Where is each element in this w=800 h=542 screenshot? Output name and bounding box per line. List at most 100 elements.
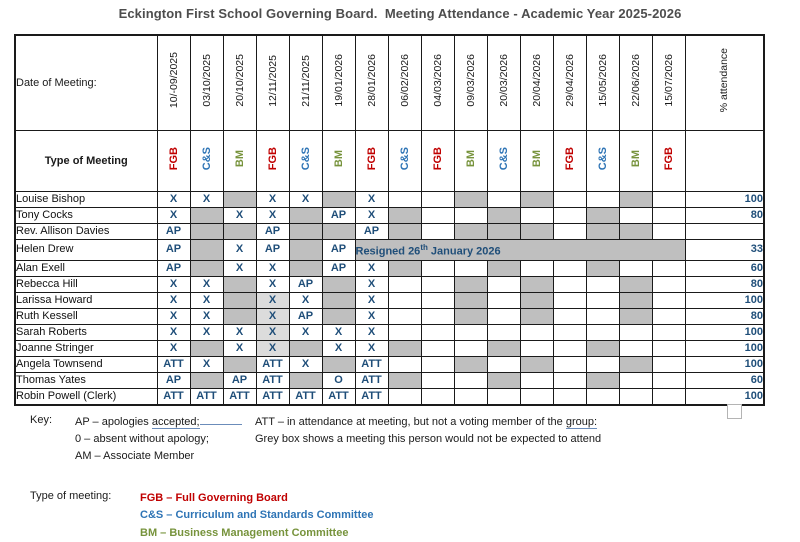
date-header-cell: 04/03/2026 [420, 34, 455, 131]
meeting-type-cell: FGB [354, 130, 389, 192]
attendance-cell [651, 207, 686, 224]
attendance-cell [552, 223, 587, 240]
attendance-cell [288, 223, 323, 240]
attendance-cell [288, 371, 323, 389]
attendance-cell [651, 371, 686, 389]
date-text: 09/03/2026 [464, 54, 477, 107]
meeting-type-cell: FGB [255, 130, 290, 192]
attendance-cell [420, 223, 455, 240]
attendance-percent-cell: 60 [684, 371, 765, 389]
attendance-cell [552, 371, 587, 389]
attendance-cell: X [189, 323, 224, 341]
attendance-cell [651, 275, 686, 293]
attendance-cell [519, 371, 554, 389]
attendance-cell: X [222, 323, 257, 341]
attendance-cell [486, 323, 521, 341]
attendance-cell [552, 387, 587, 406]
attendance-cell: X [321, 339, 356, 357]
attendance-percent-cell [684, 223, 765, 240]
attendance-cell [222, 191, 257, 208]
attendance-cell: ATT [255, 387, 290, 406]
attendance-cell [552, 291, 587, 309]
attendance-cell [420, 387, 455, 406]
attendance-cell [618, 191, 653, 208]
attendance-cell [387, 223, 422, 240]
attendance-cell: ATT [255, 355, 290, 373]
table-row: Tony Cocks X X X AP X 80 [14, 207, 765, 224]
attendance-cell [222, 355, 257, 373]
date-text: 06/02/2026 [398, 54, 411, 107]
date-of-meeting-label: Date of Meeting: [14, 34, 158, 131]
attendance-cell: X [255, 207, 290, 224]
date-header-cell: 06/02/2026 [387, 34, 422, 131]
meeting-type-cell: FGB [651, 130, 686, 192]
member-name-cell: Joanne Stringer [14, 339, 158, 357]
attendance-cell [585, 307, 620, 325]
attendance-cell [321, 355, 356, 373]
attendance-cell [552, 275, 587, 293]
attendance-cell: X [288, 323, 323, 341]
meeting-type-legend: Type of meeting: FGB – Full Governing Bo… [30, 490, 800, 542]
attendance-cell [387, 307, 422, 325]
meeting-type-cell: BM [321, 130, 356, 192]
meeting-type-text: BM [332, 149, 345, 168]
table-resize-handle-box[interactable] [727, 404, 742, 419]
attendance-cell: X [156, 191, 191, 208]
attendance-cell: AP [321, 259, 356, 277]
empty-header-cell [684, 130, 765, 192]
attendance-cell [519, 291, 554, 309]
key-column-1: AP – apologies accepted; 0 – absent witho… [75, 414, 255, 465]
attendance-cell: X [321, 323, 356, 341]
attendance-cell [387, 191, 422, 208]
attendance-cell [288, 207, 323, 224]
attendance-cell [486, 291, 521, 309]
attendance-cell [519, 387, 554, 406]
attendance-cell [552, 307, 587, 325]
attendance-cell [486, 387, 521, 406]
attendance-cell [387, 207, 422, 224]
attendance-cell [222, 291, 257, 309]
attendance-percent-cell: 60 [684, 259, 765, 277]
attendance-cell [552, 355, 587, 373]
attendance-cell [519, 307, 554, 325]
attendance-cell [420, 339, 455, 357]
attendance-cell: ATT [354, 387, 389, 406]
attendance-cell [651, 259, 686, 277]
attendance-cell: AP [156, 259, 191, 277]
attendance-cell [519, 339, 554, 357]
attendance-cell [552, 259, 587, 277]
attendance-cell: X [156, 275, 191, 293]
attendance-cell [453, 191, 488, 208]
attendance-cell: X [222, 339, 257, 357]
attendance-cell [585, 387, 620, 406]
attendance-cell: ATT [222, 387, 257, 406]
attendance-cell [387, 339, 422, 357]
attendance-cell [189, 223, 224, 240]
attendance-cell [321, 291, 356, 309]
attendance-cell: AP [321, 207, 356, 224]
attendance-cell [519, 207, 554, 224]
date-header-cell: 29/04/2026 [552, 34, 587, 131]
attendance-cell: X [288, 355, 323, 373]
attendance-cell [552, 339, 587, 357]
legend-label: Type of meeting: [30, 489, 112, 502]
attendance-cell [651, 323, 686, 341]
attendance-cell [222, 307, 257, 325]
attendance-cell [420, 323, 455, 341]
meeting-type-cell: FGB [156, 130, 191, 192]
table-row: Helen Drew AP X AP AP Resigned 26th January 2… [14, 239, 765, 261]
meeting-type-text: FGB [266, 146, 279, 171]
meeting-type-text: FGB [365, 146, 378, 171]
table-row: Thomas Yates AP AP ATT O ATT 60 [14, 371, 765, 389]
underlined-text: group: [565, 415, 598, 429]
date-header-cell: 09/03/2026 [453, 34, 488, 131]
attendance-cell [552, 323, 587, 341]
attendance-table: Date of Meeting: 10/-09/2025 03/10/2025 20/… [14, 34, 765, 406]
attendance-cell [420, 259, 455, 277]
key-line: Grey box shows a meeting this person wou… [255, 432, 602, 445]
attendance-cell [585, 191, 620, 208]
meeting-type-text: C&S [497, 146, 510, 171]
attendance-cell [618, 371, 653, 389]
type-of-meeting-label: Type of Meeting [14, 130, 158, 192]
attendance-cell [420, 291, 455, 309]
